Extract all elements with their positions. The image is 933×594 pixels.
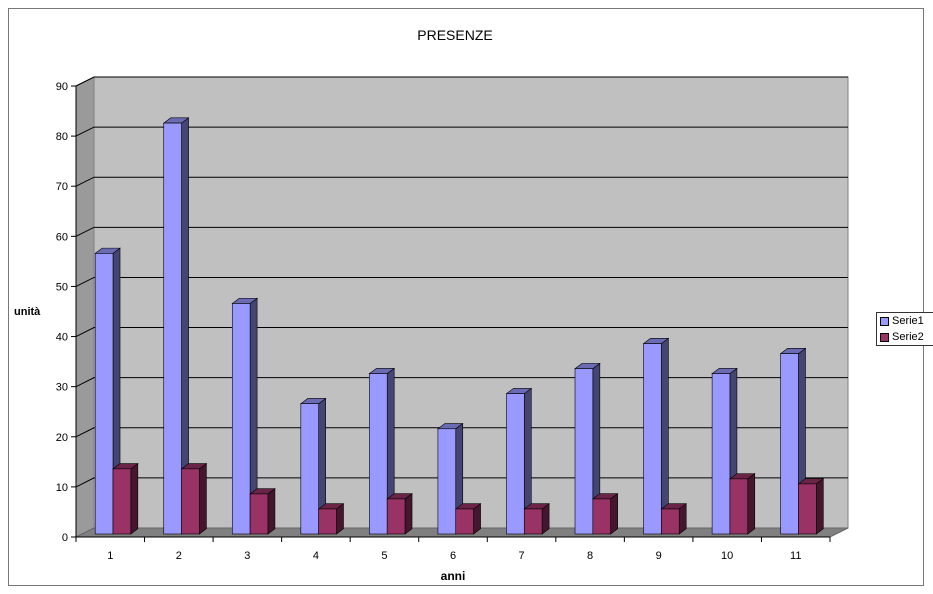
x-tick-label: 10 xyxy=(721,550,733,562)
bar-series2-cat-10 xyxy=(729,478,749,535)
bar-series2-cat-3 xyxy=(249,493,269,535)
bar-series2-side xyxy=(267,488,276,535)
y-tick-label: 80 xyxy=(56,131,68,143)
plot-side-wall xyxy=(75,76,95,538)
bar-series1-cat-10 xyxy=(711,373,731,535)
x-tick-label: 4 xyxy=(313,550,319,562)
x-tick-label: 5 xyxy=(381,550,387,562)
bar-series1-cat-3 xyxy=(231,303,251,535)
bar-series2-cat-5 xyxy=(386,498,406,535)
bar-series1-cat-4 xyxy=(300,403,319,535)
bar-series2-side xyxy=(130,463,139,535)
bar-series2-cat-1 xyxy=(112,468,132,535)
y-tick-label: 20 xyxy=(56,432,68,444)
x-tick-label: 2 xyxy=(176,550,182,562)
legend-item-serie2: Serie2 xyxy=(877,329,933,345)
y-tick-label: 30 xyxy=(56,382,68,394)
bar-series1-cat-9 xyxy=(643,343,662,535)
legend-item-serie1: Serie1 xyxy=(877,313,933,329)
legend-swatch-serie2 xyxy=(880,332,889,342)
y-tick-label: 10 xyxy=(56,482,68,494)
bar-series1-cat-2 xyxy=(163,122,182,535)
x-tick-label: 11 xyxy=(790,550,801,562)
y-axis-label: unità xyxy=(14,306,41,318)
gridline xyxy=(75,76,848,87)
bar-series1-cat-8 xyxy=(574,368,594,535)
legend-label-serie1: Serie1 xyxy=(892,315,924,327)
bar-series2-cat-11 xyxy=(798,483,817,535)
bar-series1-cat-11 xyxy=(780,353,799,535)
x-tick-label: 1 xyxy=(107,550,113,562)
x-axis-label: anni xyxy=(441,569,466,583)
legend: Serie1 Serie2 xyxy=(876,312,933,346)
bar-series2-side xyxy=(747,473,756,535)
plot-area: 0 10 20 30 40 50 60 70 80 90 1 2 3 4 5 6 7 8 9 10 11 xyxy=(56,76,849,562)
gridline xyxy=(75,126,848,137)
x-tick-label: 9 xyxy=(656,550,662,562)
x-tick-label: 7 xyxy=(518,550,524,562)
y-tick-label: 0 xyxy=(62,532,68,544)
bar-series1-cat-7 xyxy=(506,393,525,535)
y-tick-label: 50 xyxy=(56,281,68,293)
y-tick-label: 70 xyxy=(56,181,68,193)
bar-series2-side xyxy=(404,493,413,535)
legend-swatch-serie1 xyxy=(880,316,889,326)
x-tick-label: 6 xyxy=(450,550,456,562)
y-tick-label: 40 xyxy=(56,332,68,344)
legend-label-serie2: Serie2 xyxy=(892,331,924,343)
bar-series2-cat-9 xyxy=(661,508,680,535)
bar-series2-side xyxy=(199,463,207,535)
bar-series2-cat-7 xyxy=(523,508,543,535)
y-tick-label: 60 xyxy=(56,231,68,243)
bar-series2-cat-6 xyxy=(455,508,474,535)
gridline xyxy=(75,276,848,287)
bar-series2-cat-4 xyxy=(318,508,337,535)
gridline xyxy=(75,327,848,338)
x-tick-label: 3 xyxy=(244,550,250,562)
y-tick-label: 90 xyxy=(56,81,68,93)
bar-series2-side xyxy=(815,478,824,535)
chart-title: PRESENZE xyxy=(417,27,492,43)
x-tick-label: 8 xyxy=(587,550,593,562)
bar-series2-cat-8 xyxy=(592,498,611,535)
bar-series1-cat-5 xyxy=(369,373,388,535)
bar-series1-cat-6 xyxy=(437,428,457,535)
bar-series2-side xyxy=(610,493,618,535)
gridline xyxy=(75,176,848,187)
bar-series2-cat-2 xyxy=(181,468,200,535)
bar-series1-cat-1 xyxy=(94,253,114,535)
gridline xyxy=(75,226,848,237)
